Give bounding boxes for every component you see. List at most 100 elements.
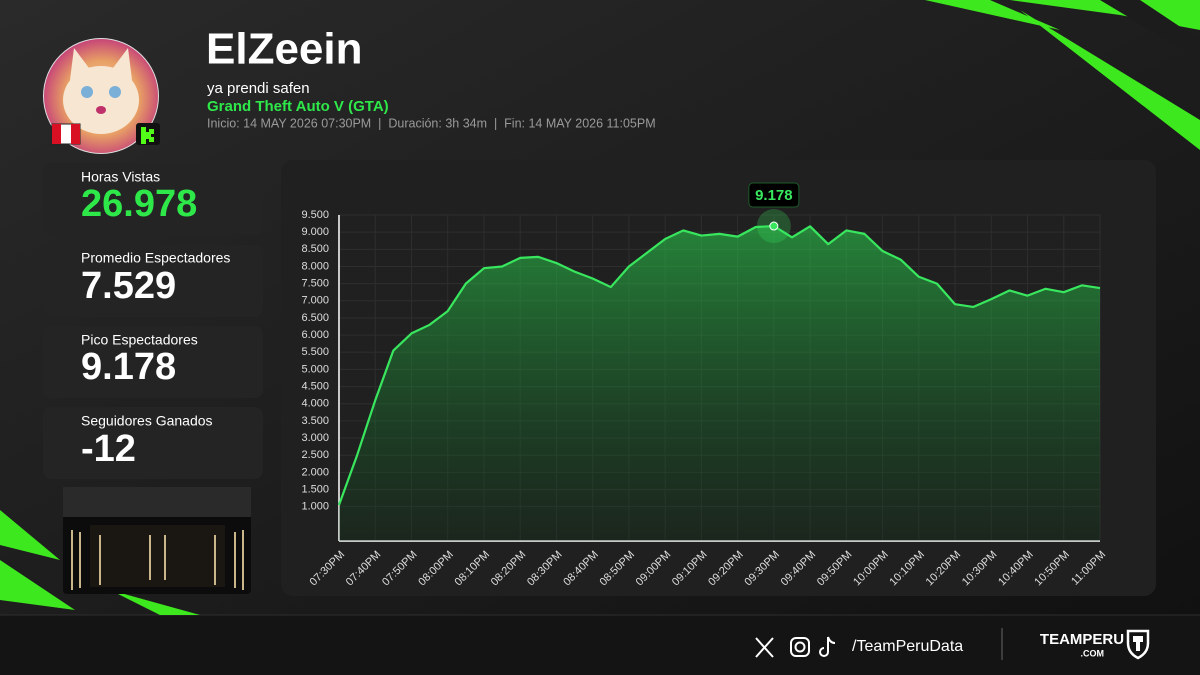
data-point <box>700 234 703 237</box>
data-point <box>1044 287 1047 290</box>
flag-peru <box>51 123 81 145</box>
y-tick-label: 3.000 <box>301 432 329 444</box>
data-point <box>356 454 359 457</box>
instagram-lens <box>794 641 806 653</box>
y-tick-label: 6.000 <box>301 329 329 341</box>
data-point <box>428 323 431 326</box>
data-point <box>881 250 884 253</box>
line <box>337 224 1101 506</box>
data-point <box>646 251 649 254</box>
stat-value: 26.978 <box>81 183 197 225</box>
brand-domain: .COM <box>1081 648 1105 658</box>
y-tick-label: 4.000 <box>301 398 329 410</box>
data-point <box>863 232 866 235</box>
data-point <box>555 262 558 265</box>
y-tick-label: 2.000 <box>301 466 329 478</box>
y-tick-label: 1.000 <box>301 501 329 513</box>
data-point <box>482 267 485 270</box>
data-point <box>809 225 812 228</box>
peak-point <box>769 221 779 231</box>
data-point <box>917 275 920 278</box>
stat-card: Promedio Espectadores 7.529 <box>43 245 263 317</box>
stat-card: Horas Vistas 26.978 <box>43 163 263 235</box>
stat-label: Pico Espectadores <box>81 332 198 348</box>
stat-card: Pico Espectadores 9.178 <box>43 326 263 398</box>
data-point <box>519 256 522 259</box>
peak-label: 9.178 <box>755 187 793 204</box>
y-tick-label: 4.500 <box>301 380 329 392</box>
data-point <box>1026 294 1029 297</box>
data-point <box>392 349 395 352</box>
y-tick-label: 2.500 <box>301 449 329 461</box>
game: Grand Theft Auto V (GTA) <box>207 98 389 115</box>
data-point <box>954 303 957 306</box>
stream-info: Inicio: 14 MAY 2026 07:30PM | Duración: … <box>207 116 656 130</box>
y-tick-label: 5.500 <box>301 346 329 358</box>
data-point <box>754 226 757 229</box>
data-point <box>1008 289 1011 292</box>
brand: TEAMPERU <box>1040 631 1124 648</box>
data-point <box>410 332 413 335</box>
brand-shield-mark <box>1133 636 1143 651</box>
y-tick-label: 6.500 <box>301 312 329 324</box>
x-icon <box>755 637 774 658</box>
y-tick-label: 5.000 <box>301 363 329 375</box>
data-point <box>990 298 993 301</box>
data-point <box>845 229 848 232</box>
y-tick-label: 1.500 <box>301 483 329 495</box>
social-handle: /TeamPeruData <box>852 638 963 655</box>
data-point <box>827 243 830 246</box>
data-point <box>591 277 594 280</box>
y-tick-label: 9.000 <box>301 226 329 238</box>
data-point <box>972 305 975 308</box>
data-point <box>664 238 667 241</box>
area <box>339 226 1100 541</box>
data-point <box>446 310 449 313</box>
stat-value: -12 <box>81 428 136 470</box>
data-point <box>790 236 793 239</box>
y-tick-label: 8.500 <box>301 243 329 255</box>
data-point <box>627 265 630 268</box>
decoration-top-right <box>925 0 1200 150</box>
data-point <box>935 282 938 285</box>
stat-value: 7.529 <box>81 265 176 307</box>
data-point <box>899 258 902 261</box>
data-point <box>736 235 739 238</box>
y-tick-label: 7.500 <box>301 278 329 290</box>
data-point <box>718 232 721 235</box>
decoration-bottom-left <box>0 510 200 615</box>
stat-label: Promedio Espectadores <box>81 250 230 266</box>
data-point <box>573 270 576 273</box>
kick-logo <box>136 123 160 145</box>
y-tick-label: 3.500 <box>301 415 329 427</box>
data-point <box>682 229 685 232</box>
y-tick-label: 7.000 <box>301 295 329 307</box>
data-point <box>1099 287 1102 290</box>
stat-card: Seguidores Ganados -12 <box>43 407 263 479</box>
y-tick-label: 9.500 <box>301 209 329 221</box>
stat-label: Horas Vistas <box>81 169 160 185</box>
data-point <box>1080 284 1083 287</box>
stream-title: ya prendi safen <box>207 80 310 97</box>
data-point <box>1062 291 1065 294</box>
brand-shield <box>1126 629 1150 660</box>
stream-thumbnail <box>63 487 251 594</box>
instagram-icon <box>790 637 810 657</box>
data-point <box>338 503 341 506</box>
data-point <box>537 255 540 258</box>
avatar <box>43 38 160 154</box>
data-point <box>501 265 504 268</box>
data-point <box>464 282 467 285</box>
y-tick-label: 8.000 <box>301 260 329 272</box>
social-icons <box>755 636 836 658</box>
tiktok-icon <box>819 636 836 657</box>
data-point <box>374 399 377 402</box>
stat-value: 9.178 <box>81 346 176 388</box>
footer-bar <box>0 615 1200 675</box>
peak-label-box <box>748 182 800 208</box>
data-point <box>609 286 612 289</box>
streamer-name: ElZeein <box>206 25 363 74</box>
stat-label: Seguidores Ganados <box>81 413 213 429</box>
